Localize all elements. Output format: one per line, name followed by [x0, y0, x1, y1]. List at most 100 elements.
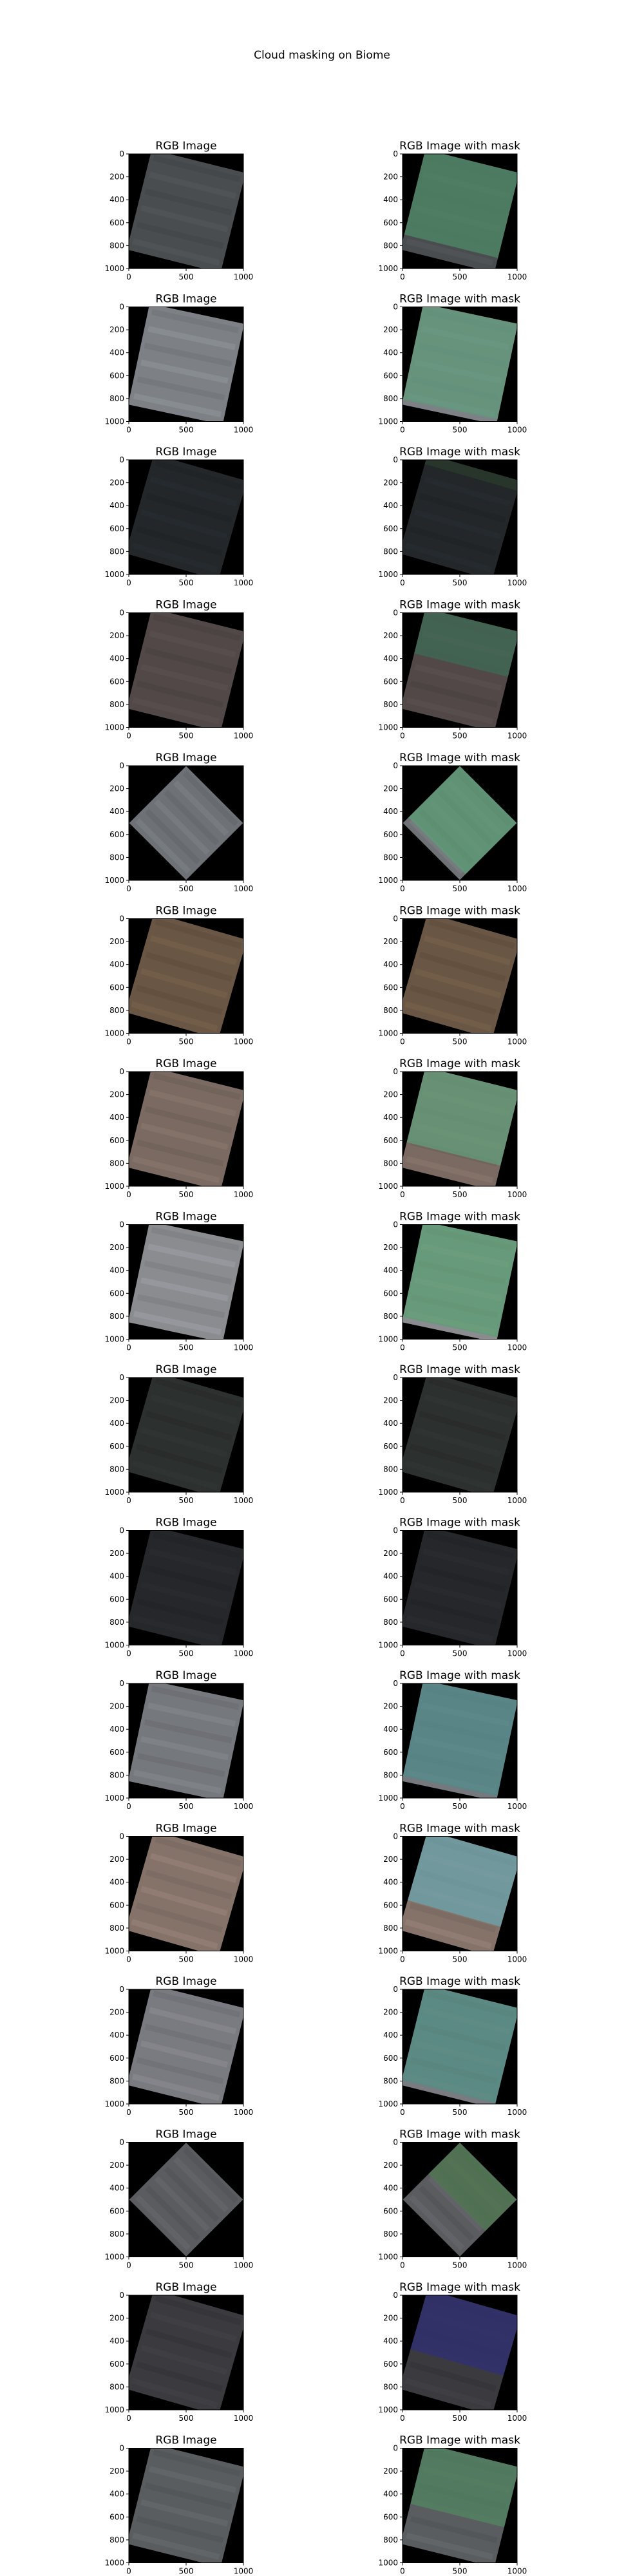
scene-footprint — [129, 154, 243, 269]
x-tick-label: 0 — [400, 1343, 405, 1352]
cloud-mask-overlay — [404, 154, 517, 258]
x-tick-label: 0 — [126, 1037, 131, 1046]
x-tick-label: 0 — [400, 2414, 405, 2423]
x-tick-label: 500 — [179, 272, 194, 281]
x-tick-label: 500 — [179, 2108, 194, 2117]
scene-footprint — [402, 307, 517, 422]
panel-title: RGB Image with mask — [399, 2281, 520, 2294]
scene-texture — [410, 2515, 498, 2543]
y-tick-label: 1000 — [104, 1641, 124, 1650]
x-tick-label: 0 — [400, 1496, 405, 1505]
panel-title: RGB Image with mask — [399, 2434, 520, 2447]
scene-texture — [137, 1752, 225, 1777]
x-tick-label: 1000 — [234, 884, 254, 893]
y-tick-label: 400 — [109, 195, 124, 204]
x-tick-label: 0 — [126, 2567, 131, 2576]
x-tick-label: 500 — [179, 884, 194, 893]
x-tick-label: 500 — [453, 1955, 468, 1964]
y-tick-label: 800 — [383, 2535, 398, 2544]
figure-title: Cloud masking on Biome — [254, 49, 390, 62]
y-tick-label: 200 — [383, 478, 398, 488]
y-tick-label: 400 — [383, 1878, 398, 1887]
x-tick-label: 500 — [453, 1496, 468, 1505]
scene-texture — [145, 2328, 232, 2359]
y-tick-label: 600 — [109, 1136, 124, 1145]
x-tick-label: 500 — [453, 1343, 468, 1352]
y-tick-label: 1000 — [378, 2253, 398, 2262]
y-tick-label: 0 — [393, 455, 398, 464]
y-tick-label: 1000 — [378, 1947, 398, 1956]
scene-image — [129, 2295, 243, 2410]
y-tick-label: 600 — [383, 218, 398, 227]
y-tick-label: 200 — [109, 2008, 124, 2017]
y-tick-label: 400 — [383, 1725, 398, 1734]
y-tick-label: 400 — [109, 1572, 124, 1581]
y-tick-label: 600 — [383, 1442, 398, 1451]
y-tick-label: 800 — [109, 1006, 124, 1015]
panel-title: RGB Image — [155, 1057, 216, 1070]
scene-texture — [155, 1378, 242, 1408]
y-tick-label: 400 — [383, 195, 398, 204]
scene-texture — [409, 1443, 497, 1474]
scene-texture — [404, 1001, 492, 1032]
x-tick-label: 1000 — [507, 1343, 527, 1352]
scene-texture — [136, 2515, 224, 2543]
y-tick-label: 600 — [109, 983, 124, 992]
y-tick-label: 400 — [109, 960, 124, 969]
y-tick-label: 0 — [119, 149, 124, 158]
y-tick-label: 1000 — [378, 876, 398, 885]
scene-texture — [144, 2483, 232, 2510]
x-tick-label: 500 — [179, 1802, 194, 1811]
scene-texture — [133, 393, 222, 417]
y-tick-label: 0 — [119, 1373, 124, 1382]
y-tick-label: 200 — [109, 1549, 124, 1558]
scene-footprint — [129, 460, 243, 574]
scene-texture — [151, 1685, 240, 1710]
scene-footprint — [129, 612, 243, 728]
scene-texture — [135, 985, 223, 1015]
scene-image — [129, 1683, 243, 1798]
scene-texture — [145, 493, 232, 524]
y-tick-label: 400 — [383, 654, 398, 663]
x-tick-label: 500 — [179, 2414, 194, 2423]
panel-title: RGB Image — [155, 140, 216, 153]
x-tick-label: 0 — [126, 578, 131, 587]
scene-footprint — [402, 1224, 517, 1340]
y-tick-label: 0 — [393, 914, 398, 923]
x-tick-label: 500 — [453, 884, 468, 893]
y-tick-label: 200 — [109, 2314, 124, 2323]
y-tick-label: 1000 — [378, 1641, 398, 1650]
scene-image — [129, 2448, 243, 2563]
x-tick-label: 500 — [453, 1037, 468, 1046]
scene-texture — [428, 2175, 484, 2231]
y-tick-label: 400 — [383, 348, 398, 357]
x-tick-label: 1000 — [234, 1190, 254, 1199]
y-tick-label: 600 — [383, 1595, 398, 1604]
y-tick-label: 0 — [393, 2138, 398, 2147]
scene-footprint — [402, 1989, 517, 2104]
y-tick-label: 800 — [109, 2382, 124, 2391]
scene-texture — [419, 493, 506, 524]
scene-footprint — [402, 2448, 517, 2563]
y-tick-label: 600 — [109, 2512, 124, 2521]
y-tick-label: 0 — [119, 303, 124, 312]
scene-texture — [173, 780, 229, 836]
x-tick-label: 0 — [400, 1955, 405, 1964]
y-tick-label: 800 — [109, 1770, 124, 1779]
x-tick-label: 1000 — [234, 2567, 254, 2576]
panel-title: RGB Image — [155, 2128, 216, 2141]
x-tick-label: 500 — [179, 2567, 194, 2576]
y-tick-label: 1000 — [104, 1029, 124, 1038]
scene-texture — [153, 614, 241, 641]
scene-texture — [423, 1394, 511, 1425]
y-tick-label: 0 — [119, 455, 124, 464]
y-tick-label: 600 — [109, 1289, 124, 1298]
y-tick-label: 1000 — [378, 723, 398, 732]
x-tick-label: 0 — [126, 1649, 131, 1658]
x-tick-label: 0 — [126, 1802, 131, 1811]
scene-texture — [149, 2007, 237, 2034]
